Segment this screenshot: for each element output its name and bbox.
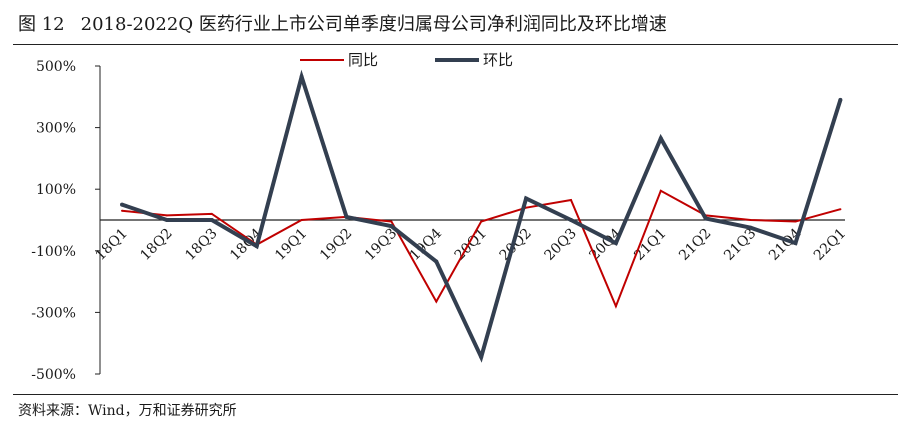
y-tick-label: 300% (36, 121, 76, 137)
x-tick-label: 20Q3 (542, 226, 580, 264)
data-point-qoq (703, 216, 708, 221)
y-tick-label: -300% (31, 305, 76, 321)
x-tick-label: 21Q1 (631, 226, 669, 264)
data-point-yoy (659, 189, 662, 192)
x-tick-label: 21Q3 (721, 226, 759, 264)
data-point-yoy (794, 220, 797, 223)
data-point-yoy (300, 219, 303, 221)
x-tick-label: 21Q2 (676, 226, 714, 264)
data-point-yoy (121, 209, 123, 212)
x-tick-label: 22Q1 (811, 226, 849, 264)
y-tick-label: 100% (36, 182, 76, 198)
data-point-yoy (210, 212, 213, 215)
x-tick-label: 19Q2 (317, 226, 355, 264)
y-tick-label: -100% (31, 244, 76, 260)
x-tick-label: 18Q3 (182, 226, 220, 264)
data-point-qoq (613, 241, 618, 246)
data-point-qoq (748, 225, 753, 230)
x-tick-label: 19Q3 (362, 226, 400, 264)
data-point-qoq (164, 218, 169, 222)
data-point-yoy (749, 219, 752, 221)
x-tick-label: 18Q1 (93, 226, 131, 264)
data-point-yoy (390, 220, 393, 223)
data-point-qoq (254, 244, 259, 249)
data-point-qoq (569, 218, 573, 222)
data-point-qoq (434, 259, 439, 264)
data-point-qoq (209, 218, 214, 222)
data-point-yoy (839, 208, 842, 211)
data-point-yoy (614, 305, 617, 308)
x-tick-label: 20Q1 (452, 226, 490, 264)
figure-number: 图 12 (18, 14, 65, 35)
data-point-qoq (299, 74, 304, 79)
line-chart: 500% 300% 100% -100% -300% -500% 18Q1 18Q2 18Q3 1… (31, 51, 849, 383)
figure-title-text: 2018-2022Q 医药行业上市公司单季度归属母公司净利润同比及环比增速 (80, 14, 667, 35)
data-point-yoy (570, 198, 572, 201)
y-tick-label: -500% (31, 367, 76, 383)
data-point-yoy (435, 300, 438, 303)
data-point-yoy (165, 214, 168, 217)
title-rule (13, 44, 898, 45)
source-note: 资料来源：Wind，万和证券研究所 (18, 403, 237, 419)
data-point-qoq (838, 97, 843, 102)
y-tick-label: 500% (36, 59, 76, 75)
data-point-qoq (120, 202, 124, 207)
legend-label-qoq: 环比 (483, 51, 513, 69)
data-point-qoq (479, 355, 484, 360)
data-point-qoq (389, 224, 394, 229)
data-point-qoq (524, 196, 529, 201)
data-point-qoq (658, 136, 663, 141)
figure-title: 图 12 2018-2022Q 医药行业上市公司单季度归属母公司净利润同比及环比增… (18, 10, 667, 36)
data-point-yoy (480, 220, 483, 223)
x-tick-label: 18Q2 (137, 226, 175, 264)
data-point-qoq (344, 214, 349, 219)
source-rule (13, 394, 898, 395)
data-point-qoq (793, 241, 798, 246)
series-line-qoq (121, 69, 843, 363)
x-tick-label: 19Q1 (272, 226, 310, 264)
legend-label-yoy: 同比 (348, 51, 378, 69)
